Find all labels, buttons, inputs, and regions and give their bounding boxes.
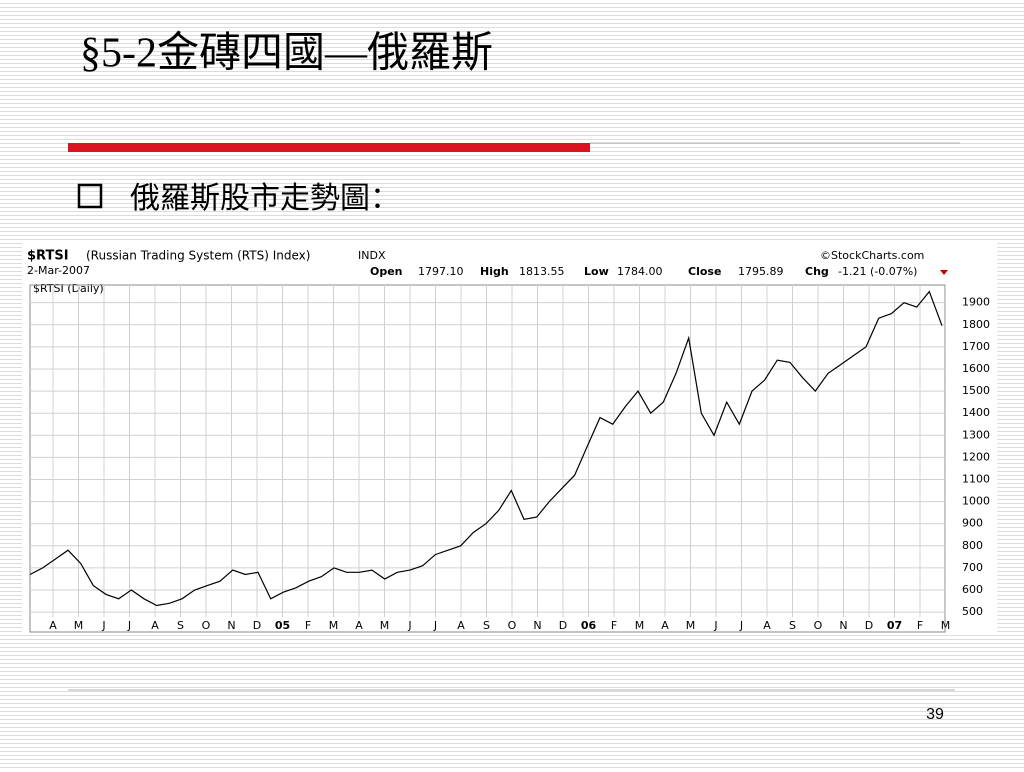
x-tick-label: 06 [581, 619, 597, 632]
y-tick-label: 1200 [962, 450, 990, 463]
y-tick-label: 1900 [962, 296, 990, 309]
chg-arrow [940, 270, 948, 275]
x-tick-label: J [739, 619, 743, 632]
y-tick-label: 700 [962, 561, 983, 574]
chart-area [22, 243, 997, 633]
y-tick-label: 1600 [962, 362, 990, 375]
page-number: 39 [926, 706, 944, 723]
y-tick-label: 900 [962, 517, 983, 530]
x-tick-label: J [713, 619, 717, 632]
y-tick-label: 1000 [962, 495, 990, 508]
x-tick-label: O [508, 619, 517, 632]
x-tick-label: S [177, 619, 184, 632]
x-tick-label: A [661, 619, 669, 632]
price-line [29, 290, 943, 607]
x-tick-label: F [305, 619, 311, 632]
header-exchange: INDX [358, 249, 386, 262]
bullet-text: 俄羅斯股市走勢圖： [130, 181, 400, 216]
y-tick-label: 1400 [962, 406, 990, 419]
y-tick-label: 1500 [962, 384, 990, 397]
header-low-label: Low [584, 265, 609, 278]
header-open-label: Open [370, 265, 403, 278]
x-tick-label: F [611, 619, 617, 632]
x-tick-label: M [380, 619, 390, 632]
x-tick-label: 07 [887, 619, 902, 632]
x-tick-label: N [839, 619, 847, 632]
x-tick-label: J [101, 619, 105, 632]
x-tick-label: O [202, 619, 211, 632]
header-source: ©StockCharts.com [820, 249, 924, 262]
header-chg: -1.21 (-0.07%) [838, 265, 917, 278]
x-tick-label: J [127, 619, 131, 632]
y-tick-label: 600 [962, 583, 983, 596]
x-tick-label: D [253, 619, 261, 632]
x-tick-label: D [865, 619, 873, 632]
y-tick-label: 500 [962, 605, 983, 618]
slide-title: §5-2金磚四國—俄羅斯 [80, 30, 493, 77]
x-tick-label: F [917, 619, 923, 632]
title-bar [68, 143, 590, 152]
x-tick-label: M [74, 619, 84, 632]
header-legend: $RTSI (Daily) [33, 282, 104, 295]
x-tick-label: M [941, 619, 951, 632]
x-tick-label: A [457, 619, 465, 632]
y-tick-label: 1300 [962, 428, 990, 441]
x-tick-label: S [483, 619, 490, 632]
x-tick-label: A [355, 619, 363, 632]
header-date: 2-Mar-2007 [27, 264, 90, 277]
x-tick-label: S [789, 619, 796, 632]
header-name: (Russian Trading System (RTS) Index) [86, 249, 310, 263]
x-tick-label: A [763, 619, 771, 632]
x-tick-label: A [49, 619, 57, 632]
x-tick-label: D [559, 619, 567, 632]
y-tick-label: 800 [962, 539, 983, 552]
header-high-label: High [480, 265, 509, 278]
header-symbol: $RTSI [27, 249, 69, 264]
x-tick-label: N [533, 619, 541, 632]
x-tick-label: J [433, 619, 437, 632]
header-high: 1813.55 [519, 265, 565, 278]
x-tick-label: 05 [275, 619, 290, 632]
x-tick-label: A [151, 619, 159, 632]
y-tick-label: 1100 [962, 472, 990, 485]
x-tick-label: J [407, 619, 411, 632]
header-chg-label: Chg [805, 265, 829, 278]
header-close: 1795.89 [738, 265, 784, 278]
header-open: 1797.10 [418, 265, 464, 278]
x-tick-label: M [329, 619, 339, 632]
x-tick-label: N [227, 619, 235, 632]
y-tick-label: 1800 [962, 318, 990, 331]
bullet-box [77, 183, 103, 209]
x-tick-label: O [814, 619, 823, 632]
header-low: 1784.00 [617, 265, 663, 278]
x-tick-label: M [686, 619, 696, 632]
y-tick-label: 1700 [962, 340, 990, 353]
x-tick-label: M [635, 619, 645, 632]
header-close-label: Close [688, 265, 721, 278]
